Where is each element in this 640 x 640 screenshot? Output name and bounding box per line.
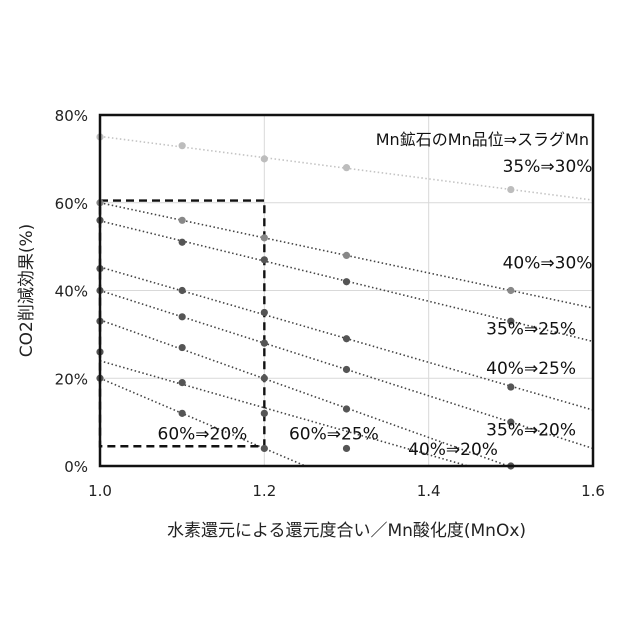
data-point bbox=[179, 217, 186, 224]
data-point bbox=[261, 375, 268, 382]
data-point bbox=[343, 252, 350, 259]
x-tick-label: 1.2 bbox=[252, 482, 276, 500]
data-point bbox=[179, 410, 186, 417]
data-point bbox=[343, 335, 350, 342]
series-label: 40%⇒25% bbox=[486, 359, 576, 379]
data-point bbox=[261, 445, 268, 452]
data-point bbox=[179, 344, 186, 351]
data-point bbox=[343, 445, 350, 452]
series-label: 40%⇒20% bbox=[408, 440, 498, 460]
x-tick-label: 1.6 bbox=[581, 482, 605, 500]
y-axis-title: CO2削減効果(%) bbox=[17, 224, 37, 358]
y-tick-label: 0% bbox=[64, 458, 88, 476]
data-point bbox=[179, 287, 186, 294]
data-point bbox=[261, 309, 268, 316]
x-tick-label: 1.4 bbox=[417, 482, 441, 500]
y-tick-label: 40% bbox=[55, 283, 88, 301]
y-tick-label: 60% bbox=[55, 195, 88, 213]
data-point bbox=[343, 405, 350, 412]
series-label: 35%⇒30% bbox=[503, 157, 593, 177]
data-point bbox=[261, 155, 268, 162]
data-point bbox=[179, 313, 186, 320]
legend-title: Mn鉱石のMn品位⇒スラグMn bbox=[376, 130, 589, 149]
x-tick-label: 1.0 bbox=[88, 482, 112, 500]
series-label: 40%⇒30% bbox=[503, 254, 593, 274]
series-label: 35%⇒25% bbox=[486, 319, 576, 339]
data-point bbox=[507, 287, 514, 294]
data-point bbox=[179, 379, 186, 386]
data-point bbox=[507, 186, 514, 193]
y-tick-label: 80% bbox=[55, 107, 88, 125]
data-point bbox=[343, 366, 350, 373]
series-label: 35%⇒20% bbox=[486, 420, 576, 440]
y-tick-label: 20% bbox=[55, 370, 88, 388]
data-point bbox=[261, 410, 268, 417]
data-point bbox=[179, 142, 186, 149]
data-point bbox=[343, 278, 350, 285]
data-point bbox=[343, 164, 350, 171]
data-point bbox=[507, 383, 514, 390]
series-label: 60%⇒20% bbox=[158, 425, 248, 445]
series-label: 60%⇒25% bbox=[289, 425, 379, 445]
data-point bbox=[261, 340, 268, 347]
x-axis-title: 水素還元による還元度合い／Mn酸化度(MnOx) bbox=[167, 521, 526, 541]
data-point bbox=[179, 239, 186, 246]
data-point bbox=[261, 256, 268, 263]
data-point bbox=[261, 234, 268, 241]
highlight-box bbox=[100, 201, 264, 447]
